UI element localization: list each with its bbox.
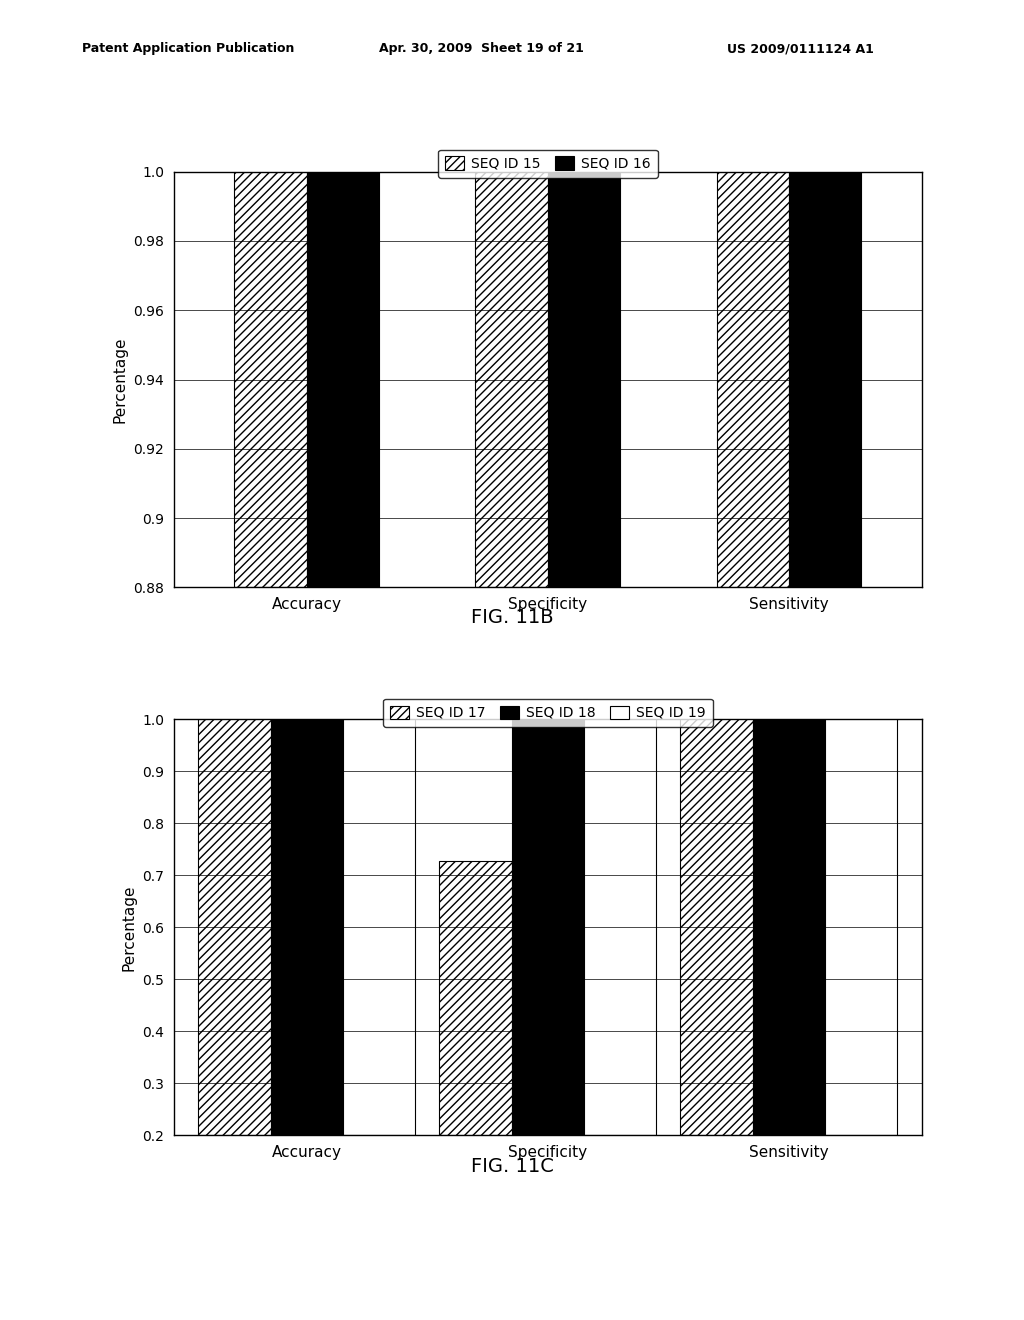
Bar (681, 664, 753, 1135)
Bar (717, 0, 788, 587)
Bar (270, 672, 343, 1135)
Y-axis label: Percentage: Percentage (113, 337, 128, 422)
Legend: SEQ ID 15, SEQ ID 16: SEQ ID 15, SEQ ID 16 (438, 149, 657, 178)
Bar (307, 0, 379, 587)
Bar (475, 0, 548, 587)
Bar (234, 0, 307, 587)
Text: FIG. 11C: FIG. 11C (471, 1158, 553, 1176)
Bar (584, 671, 656, 1135)
Bar (825, 640, 897, 1135)
Bar (788, 0, 861, 587)
Text: Patent Application Publication: Patent Application Publication (82, 42, 294, 55)
Bar (439, 861, 512, 1135)
Bar (199, 718, 270, 1135)
Text: FIG. 11B: FIG. 11B (471, 609, 553, 627)
Text: Apr. 30, 2009  Sheet 19 of 21: Apr. 30, 2009 Sheet 19 of 21 (379, 42, 584, 55)
Y-axis label: Percentage: Percentage (122, 884, 137, 970)
Text: US 2009/0111124 A1: US 2009/0111124 A1 (727, 42, 873, 55)
Legend: SEQ ID 17, SEQ ID 18, SEQ ID 19: SEQ ID 17, SEQ ID 18, SEQ ID 19 (383, 698, 713, 727)
Bar (343, 645, 415, 1135)
Bar (753, 657, 825, 1135)
Bar (548, 0, 621, 587)
Bar (512, 701, 584, 1135)
